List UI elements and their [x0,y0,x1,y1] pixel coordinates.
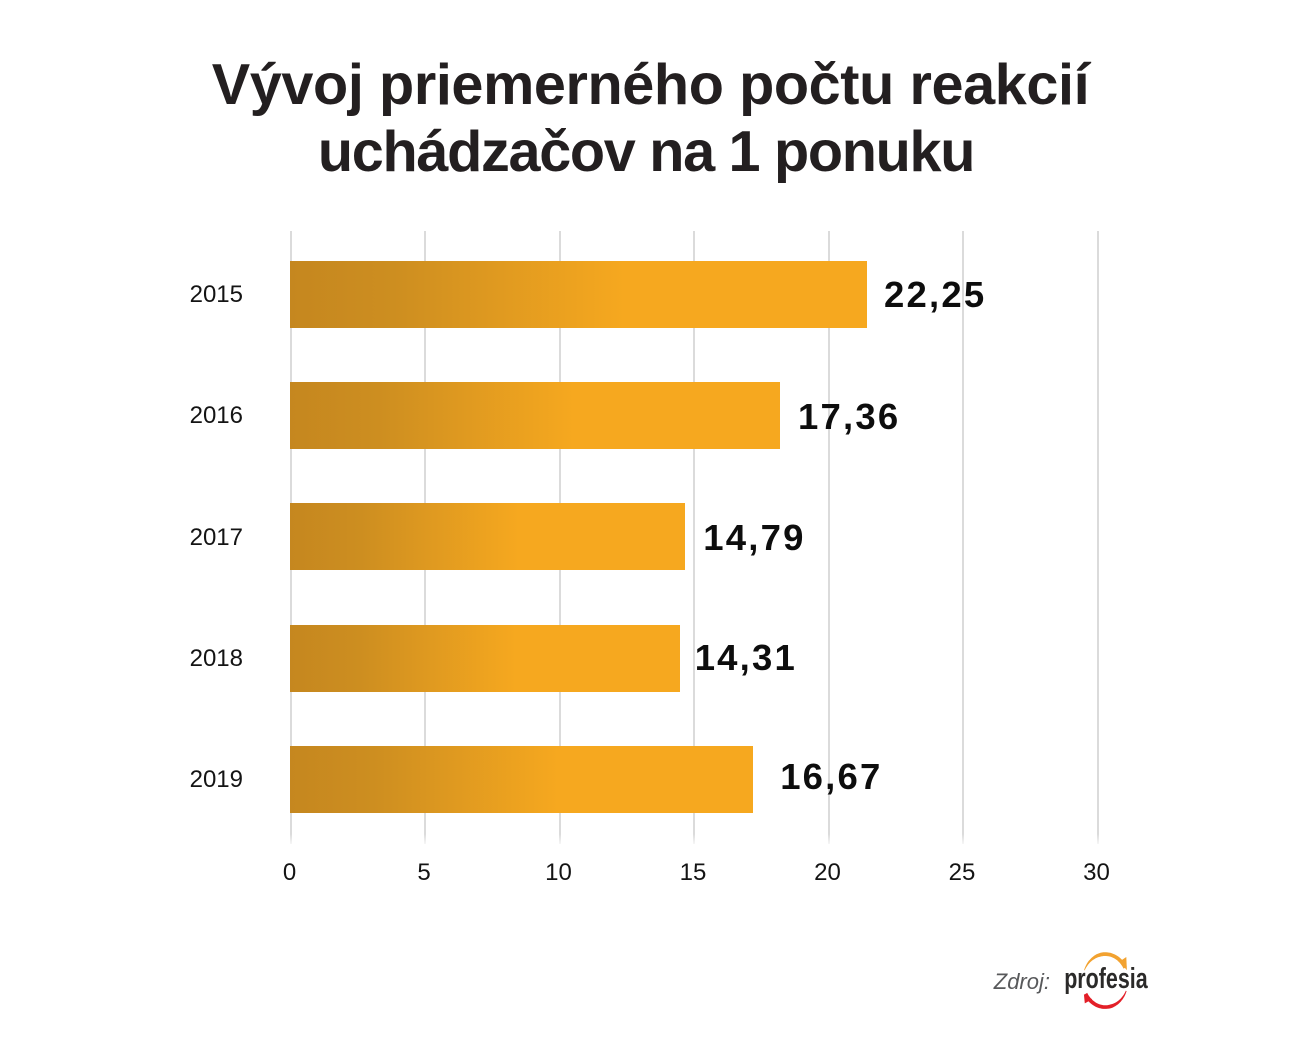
svg-text:profesia: profesia [1064,963,1148,995]
